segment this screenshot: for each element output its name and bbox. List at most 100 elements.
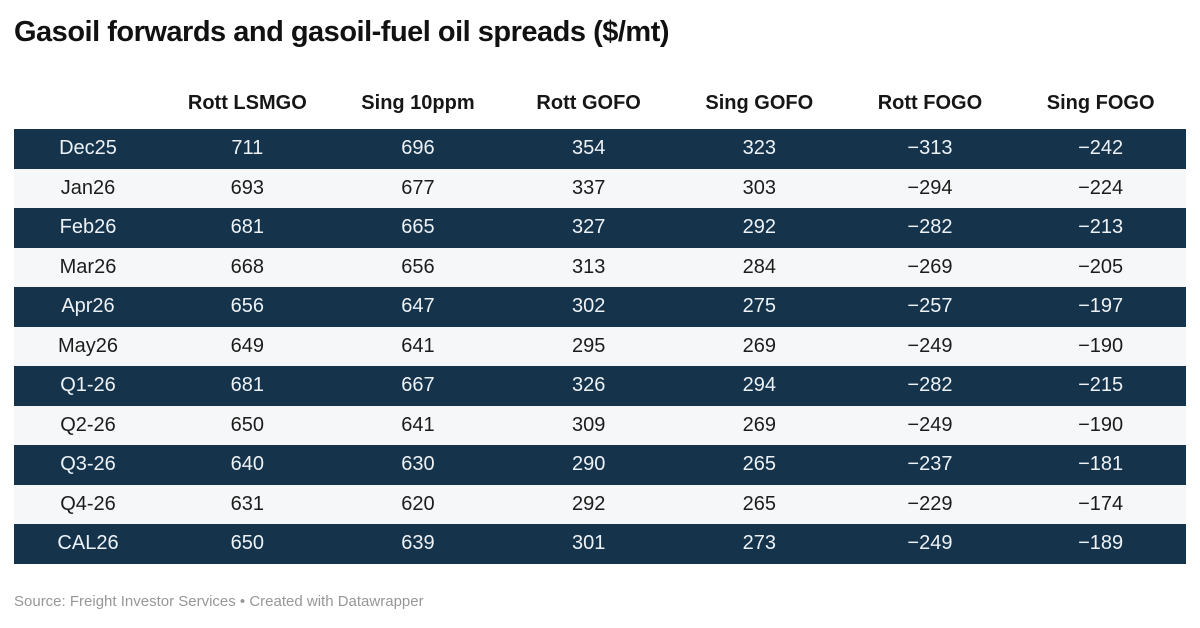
cell: −257 bbox=[844, 287, 1016, 327]
table-body: Dec25 711 696 354 323 −313 −242 Jan26 693 677 337 3… bbox=[14, 129, 1186, 564]
cell: 681 bbox=[162, 208, 333, 248]
cell: 647 bbox=[332, 287, 504, 327]
source-attribution: Source: Freight Investor Services • Crea… bbox=[14, 592, 424, 610]
cell: −224 bbox=[1015, 168, 1186, 208]
cell: 668 bbox=[162, 247, 333, 287]
cell: 290 bbox=[503, 445, 674, 485]
cell: 681 bbox=[162, 366, 333, 406]
cell: −190 bbox=[1015, 326, 1186, 366]
table-row: Mar26 668 656 313 284 −269 −205 bbox=[14, 247, 1186, 287]
cell: 649 bbox=[162, 326, 333, 366]
header-row: Rott LSMGO Sing 10ppm Rott GOFO Sing GOFO Ro… bbox=[14, 66, 1186, 129]
cell: 650 bbox=[162, 405, 333, 445]
table-row: May26 649 641 295 269 −249 −190 bbox=[14, 326, 1186, 366]
cell: 630 bbox=[332, 445, 504, 485]
cell: 269 bbox=[673, 326, 845, 366]
row-label: CAL26 bbox=[14, 524, 162, 564]
cell: −249 bbox=[844, 326, 1016, 366]
cell: 292 bbox=[503, 484, 674, 524]
table-row: CAL26 650 639 301 273 −249 −189 bbox=[14, 524, 1186, 564]
cell: −249 bbox=[844, 524, 1016, 564]
cell: −213 bbox=[1015, 208, 1186, 248]
cell: 677 bbox=[332, 168, 504, 208]
cell: 665 bbox=[332, 208, 504, 248]
row-label-header bbox=[14, 66, 162, 129]
table-row: Q3-26 640 630 290 265 −237 −181 bbox=[14, 445, 1186, 485]
cell: −237 bbox=[844, 445, 1016, 485]
row-label: Dec25 bbox=[14, 129, 162, 169]
row-label: Apr26 bbox=[14, 287, 162, 327]
cell: 667 bbox=[332, 366, 504, 406]
forwards-table: Rott LSMGO Sing 10ppm Rott GOFO Sing GOFO Ro… bbox=[14, 66, 1186, 564]
cell: 284 bbox=[673, 247, 845, 287]
cell: 711 bbox=[162, 129, 333, 169]
column-header: Rott LSMGO bbox=[187, 92, 307, 114]
cell: 265 bbox=[673, 445, 845, 485]
cell: 275 bbox=[673, 287, 845, 327]
cell: 620 bbox=[332, 484, 504, 524]
cell: −174 bbox=[1015, 484, 1186, 524]
cell: 656 bbox=[162, 287, 333, 327]
column-header: Rott FOGO bbox=[877, 92, 983, 114]
cell: −313 bbox=[844, 129, 1016, 169]
column-header: Sing 10ppm bbox=[361, 92, 475, 114]
cell: 327 bbox=[503, 208, 674, 248]
cell: 269 bbox=[673, 405, 845, 445]
column-header: Sing GOFO bbox=[705, 92, 814, 114]
cell: −282 bbox=[844, 208, 1016, 248]
cell: 641 bbox=[332, 405, 504, 445]
cell: 631 bbox=[162, 484, 333, 524]
cell: 696 bbox=[332, 129, 504, 169]
cell: −181 bbox=[1015, 445, 1186, 485]
cell: −282 bbox=[844, 366, 1016, 406]
table-row: Dec25 711 696 354 323 −313 −242 bbox=[14, 129, 1186, 169]
cell: 313 bbox=[503, 247, 674, 287]
cell: 295 bbox=[503, 326, 674, 366]
cell: 326 bbox=[503, 366, 674, 406]
row-label: Q4-26 bbox=[14, 484, 162, 524]
row-label: Q1-26 bbox=[14, 366, 162, 406]
row-label: Q2-26 bbox=[14, 405, 162, 445]
cell: 656 bbox=[332, 247, 504, 287]
row-label: May26 bbox=[14, 326, 162, 366]
cell: 292 bbox=[673, 208, 845, 248]
cell: −205 bbox=[1015, 247, 1186, 287]
cell: 650 bbox=[162, 524, 333, 564]
cell: −249 bbox=[844, 405, 1016, 445]
cell: 302 bbox=[503, 287, 674, 327]
cell: −269 bbox=[844, 247, 1016, 287]
page-container: Gasoil forwards and gasoil-fuel oil spre… bbox=[0, 14, 1200, 611]
column-header: Sing FOGO bbox=[1046, 92, 1155, 114]
cell: −229 bbox=[844, 484, 1016, 524]
table-row: Q2-26 650 641 309 269 −249 −190 bbox=[14, 405, 1186, 445]
cell: 693 bbox=[162, 168, 333, 208]
table-row: Apr26 656 647 302 275 −257 −197 bbox=[14, 287, 1186, 327]
row-label: Feb26 bbox=[14, 208, 162, 248]
cell: 640 bbox=[162, 445, 333, 485]
cell: 354 bbox=[503, 129, 674, 169]
row-label: Jan26 bbox=[14, 168, 162, 208]
cell: −294 bbox=[844, 168, 1016, 208]
cell: 309 bbox=[503, 405, 674, 445]
table-row: Feb26 681 665 327 292 −282 −213 bbox=[14, 208, 1186, 248]
cell: 323 bbox=[673, 129, 845, 169]
cell: 265 bbox=[673, 484, 845, 524]
cell: −190 bbox=[1015, 405, 1186, 445]
cell: 639 bbox=[332, 524, 504, 564]
cell: 294 bbox=[673, 366, 845, 406]
table-row: Q4-26 631 620 292 265 −229 −174 bbox=[14, 484, 1186, 524]
table-row: Jan26 693 677 337 303 −294 −224 bbox=[14, 168, 1186, 208]
cell: 641 bbox=[332, 326, 504, 366]
cell: −215 bbox=[1015, 366, 1186, 406]
cell: −197 bbox=[1015, 287, 1186, 327]
chart-title: Gasoil forwards and gasoil-fuel oil spre… bbox=[14, 16, 670, 48]
cell: −189 bbox=[1015, 524, 1186, 564]
cell: 273 bbox=[673, 524, 845, 564]
row-label: Mar26 bbox=[14, 247, 162, 287]
cell: 303 bbox=[673, 168, 845, 208]
row-label: Q3-26 bbox=[14, 445, 162, 485]
cell: 301 bbox=[503, 524, 674, 564]
cell: 337 bbox=[503, 168, 674, 208]
table-row: Q1-26 681 667 326 294 −282 −215 bbox=[14, 366, 1186, 406]
column-header: Rott GOFO bbox=[536, 92, 641, 114]
